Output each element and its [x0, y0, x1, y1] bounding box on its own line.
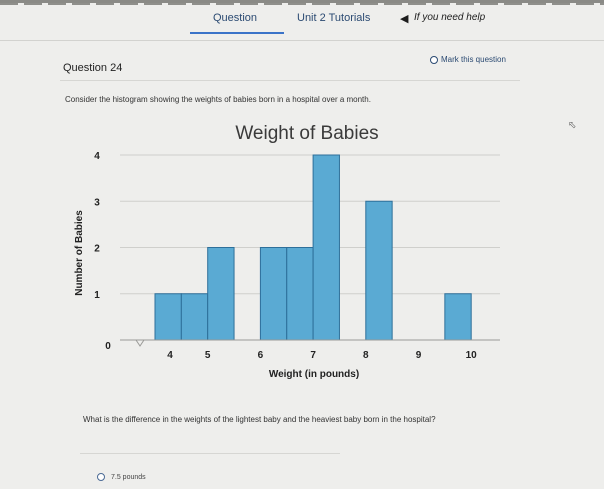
active-tab-indicator — [190, 32, 284, 34]
x-tick-label: 5 — [205, 350, 211, 361]
tab-unit-2-tutorials[interactable]: Unit 2 Tutorials — [297, 12, 371, 24]
histogram-bar — [286, 247, 314, 341]
mark-question-button[interactable]: Mark this question — [430, 55, 506, 64]
y-tick-label: 0 — [105, 341, 111, 352]
question-number: Question 24 — [63, 62, 123, 74]
histogram-bar — [259, 247, 288, 341]
top-strip — [0, 0, 604, 3]
answer-radio-icon[interactable] — [97, 473, 105, 481]
histogram-bar — [312, 154, 340, 341]
x-tick-label: 8 — [363, 350, 369, 361]
tab-question[interactable]: Question — [213, 12, 258, 24]
chart-axes: 4 5 6 7 8 9 10 0 1 2 3 4 — [94, 151, 500, 361]
histogram-bar — [365, 200, 393, 341]
x-axis-label: Weight (in pounds) — [269, 369, 359, 380]
y-axis-label: Number of Babies — [74, 210, 85, 296]
question-divider — [60, 80, 520, 81]
question-prompt: Consider the histogram showing the weigh… — [65, 95, 371, 104]
cursor-icon: ⬁ — [568, 120, 577, 131]
histogram-bar — [444, 293, 472, 341]
histogram-chart: Weight of Babies 4 5 6 7 8 9 10 0 1 2 3 4 Number of… — [74, 123, 500, 380]
top-dash-border — [0, 3, 604, 5]
answer-divider — [80, 453, 340, 454]
chart-bars — [154, 154, 472, 341]
histogram-bar — [154, 293, 182, 341]
axis-break-mark — [120, 339, 150, 347]
y-tick-label: 4 — [94, 151, 100, 162]
x-tick-label: 4 — [167, 350, 173, 361]
chart-title: Weight of Babies — [235, 123, 378, 144]
mark-radio-icon[interactable] — [430, 55, 438, 64]
header-divider — [0, 40, 604, 41]
x-tick-label: 9 — [416, 350, 422, 361]
histogram-bar — [180, 293, 209, 341]
y-tick-label: 2 — [94, 244, 100, 255]
answer-label[interactable]: 7.5 pounds — [111, 473, 146, 481]
histogram-bar — [207, 247, 235, 341]
question-text: What is the difference in the weights of… — [83, 415, 436, 424]
pointer-arrow-icon: ◀ — [400, 13, 409, 25]
answer-option[interactable]: 7.5 pounds — [97, 473, 146, 481]
mark-question-label[interactable]: Mark this question — [441, 55, 506, 64]
y-tick-label: 3 — [94, 197, 100, 208]
x-tick-label: 10 — [466, 350, 478, 361]
x-tick-label: 6 — [258, 350, 264, 361]
y-tick-label: 1 — [94, 290, 100, 301]
handwritten-help-note: If you need help — [414, 12, 486, 23]
x-tick-label: 7 — [310, 350, 316, 361]
